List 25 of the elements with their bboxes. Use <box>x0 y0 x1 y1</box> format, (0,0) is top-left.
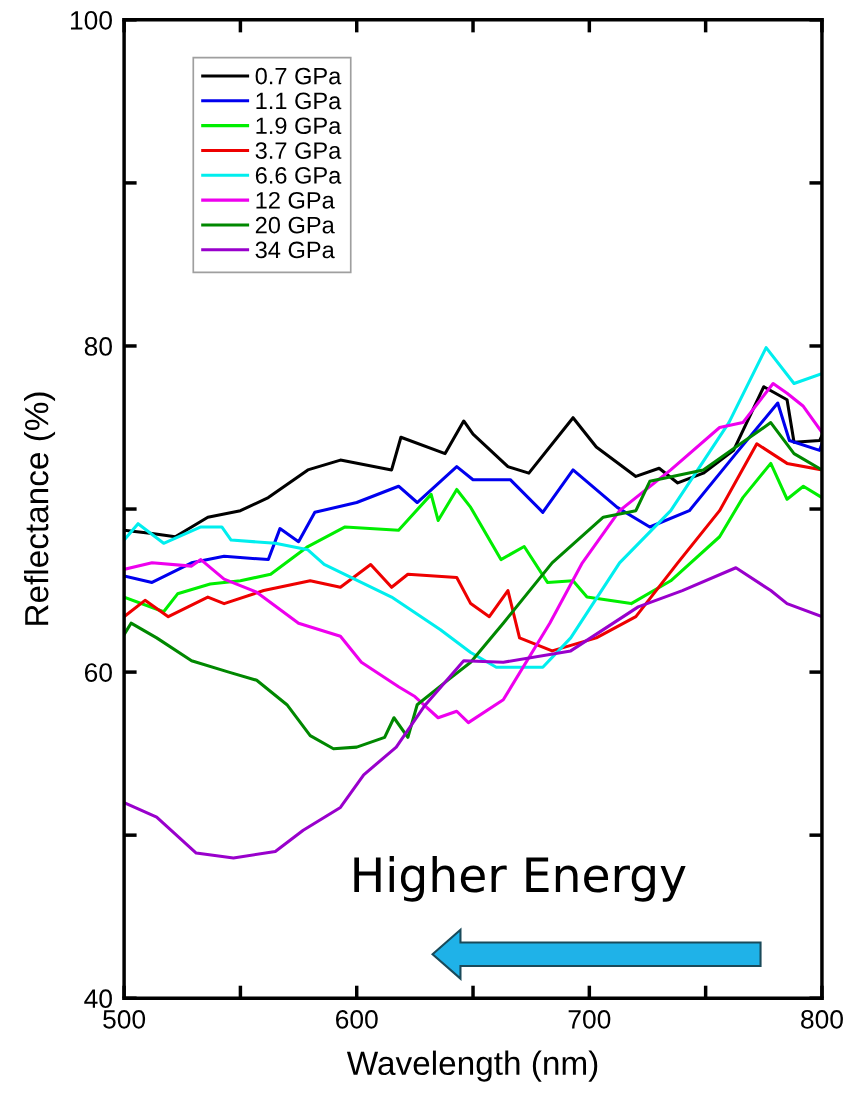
y-tick-label: 80 <box>84 337 112 356</box>
annotation: Higher Energy <box>354 856 686 902</box>
line-series <box>124 381 822 725</box>
legend-label: 20 GPa <box>255 216 335 234</box>
y-axis-title: Reflectance (%) <box>24 392 56 625</box>
legend-label: 0.7 GPa <box>255 67 342 85</box>
legend-label: 3.7 GPa <box>255 142 342 159</box>
legend-label: 12 GPa <box>256 191 335 209</box>
x-tick-label: 800 <box>801 1010 843 1029</box>
y-tick-label: 100 <box>70 10 112 30</box>
line-series <box>124 421 822 751</box>
line-series <box>124 461 822 614</box>
line-series <box>124 401 822 584</box>
x-tick-label: 600 <box>336 1010 378 1029</box>
legend-label: 1.1 GPa <box>256 92 342 110</box>
y-tick-label: 40 <box>84 989 112 1009</box>
x-axis-title: Wavelength (nm) <box>346 1050 598 1082</box>
legend-label: 1.9 GPa <box>256 117 342 135</box>
legend-label: 34 GPa <box>255 241 335 259</box>
x-tick-label: 700 <box>568 1010 611 1029</box>
line-series <box>124 442 822 653</box>
legend-label: 6.6 GPa <box>255 167 342 184</box>
y-tick-label: 60 <box>84 663 112 682</box>
line-series <box>124 346 822 669</box>
x-tick-label: 500 <box>103 1010 146 1029</box>
